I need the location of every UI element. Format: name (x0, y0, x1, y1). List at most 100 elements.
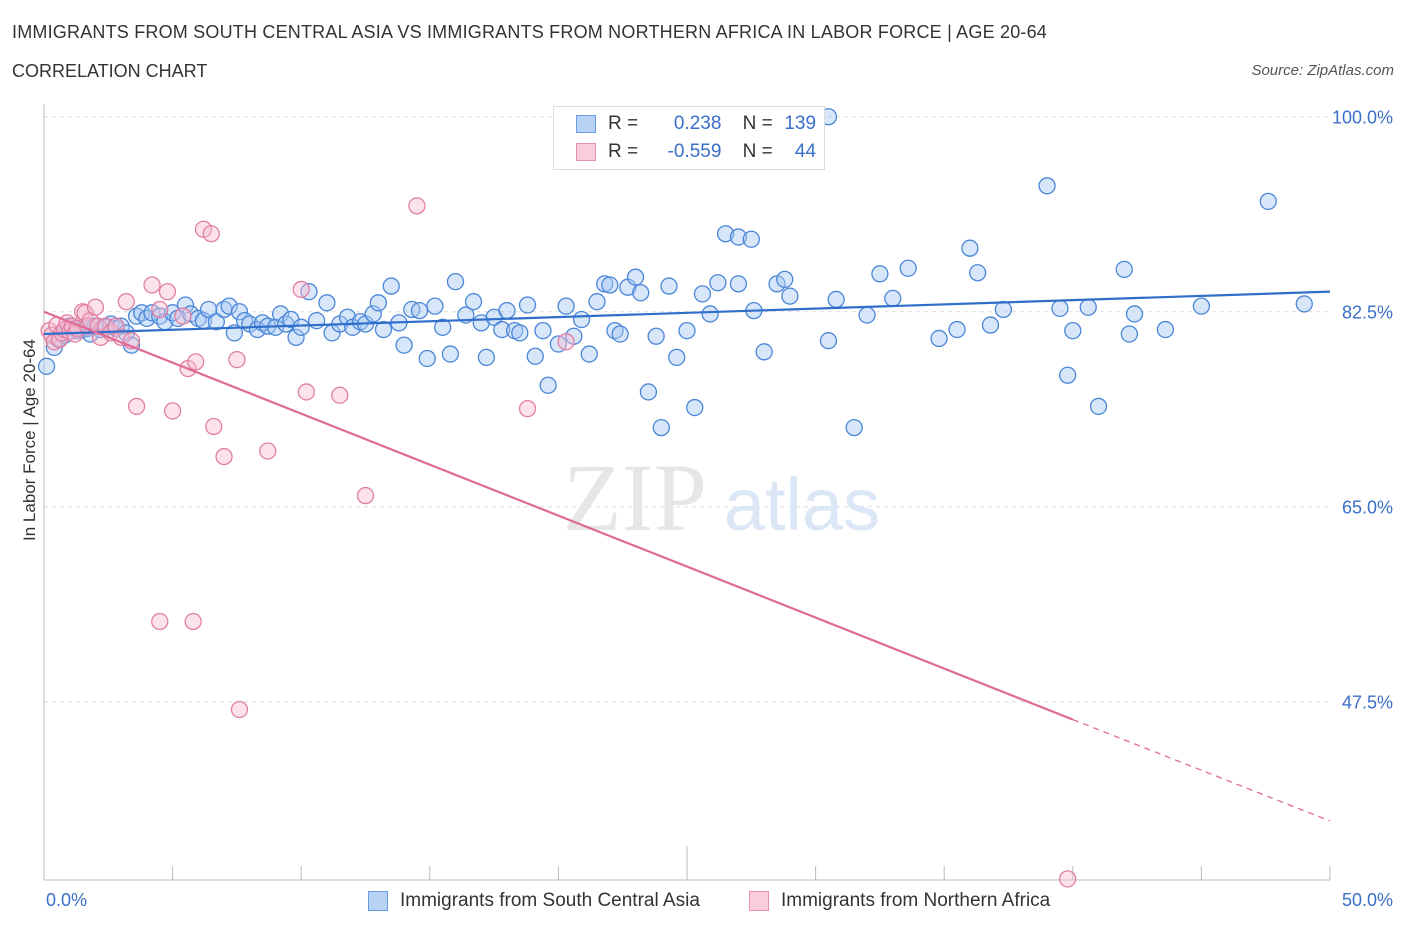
trend-line-northern-africa-extension (1072, 718, 1331, 822)
data-point-south-central-asia (994, 300, 1013, 319)
data-point-south-central-asia (709, 274, 727, 292)
data-point-south-central-asia (338, 308, 357, 326)
data-point-south-central-asia (1115, 260, 1133, 279)
legend-r-label: R = (608, 113, 639, 134)
data-point-south-central-asia (1089, 397, 1108, 416)
data-point-south-central-asia (526, 347, 544, 365)
data-point-south-central-asia (364, 305, 382, 323)
y-tick-label: 65.0% (1342, 498, 1393, 518)
data-point-south-central-asia (776, 270, 794, 289)
data-point-south-central-asia (382, 277, 400, 295)
legend-n-value: 44 (794, 141, 817, 162)
data-point-northern-africa (158, 283, 177, 301)
data-point-south-central-asia (668, 348, 686, 367)
legend-n-value: 139 (784, 113, 817, 134)
legend-label: Immigrants from South Central Asia (400, 890, 700, 911)
data-point-south-central-asia (1064, 322, 1082, 340)
data-point-south-central-asia (858, 306, 876, 324)
legend-swatch-pink (576, 142, 596, 161)
data-point-northern-africa (151, 612, 169, 631)
data-point-south-central-asia (601, 276, 619, 294)
data-point-south-central-asia (176, 296, 195, 314)
chart-subtitle: CORRELATION CHART (12, 61, 208, 81)
data-point-south-central-asia (1295, 295, 1313, 313)
data-point-south-central-asia (701, 305, 719, 323)
x-tick-label-max: 50.0% (1341, 890, 1393, 910)
y-tick-label: 47.5% (1342, 693, 1393, 713)
legend-n-label: N = (742, 113, 773, 134)
y-tick-label: 100.0% (1332, 108, 1393, 128)
data-point-northern-africa (127, 397, 146, 416)
data-point-northern-africa (356, 486, 375, 505)
data-point-northern-africa (228, 350, 246, 369)
chart-source: Source: ZipAtlas.com (1251, 62, 1394, 79)
data-point-south-central-asia (660, 277, 678, 295)
data-point-south-central-asia (755, 343, 773, 361)
legend-row-northern-africa: R = -0.559 N = 44 (576, 140, 816, 164)
data-point-northern-africa (557, 333, 575, 351)
data-point-northern-africa (184, 612, 202, 631)
data-point-northern-africa (230, 700, 249, 719)
data-point-south-central-asia (678, 322, 696, 340)
y-tick-label: 82.5% (1342, 303, 1393, 323)
data-point-south-central-asia (1259, 192, 1277, 211)
trend-line-northern-africa (43, 310, 1074, 721)
data-point-south-central-asia (1051, 299, 1069, 318)
data-point-south-central-asia (318, 294, 336, 312)
data-point-south-central-asia (884, 289, 902, 307)
data-point-south-central-asia (1125, 305, 1144, 323)
data-point-south-central-asia (426, 297, 444, 315)
data-point-south-central-asia (1059, 366, 1077, 384)
data-point-south-central-asia (639, 383, 658, 401)
legend-swatch-pink (749, 890, 769, 911)
data-point-south-central-asia (441, 345, 460, 363)
data-point-northern-africa (408, 197, 426, 215)
data-point-northern-africa (174, 307, 192, 325)
watermark-zip: ZIP (563, 444, 707, 551)
data-point-south-central-asia (511, 324, 529, 342)
data-point-south-central-asia (37, 357, 56, 375)
data-point-south-central-asia (220, 297, 238, 315)
legend-r-value: -0.559 (667, 141, 722, 162)
data-point-south-central-asia (693, 285, 712, 303)
data-point-south-central-asia (1079, 298, 1097, 316)
data-point-south-central-asia (981, 316, 1000, 334)
data-point-south-central-asia (418, 349, 436, 368)
data-point-south-central-asia (518, 296, 537, 314)
data-point-south-central-asia (827, 290, 845, 309)
legend-item-south-central-asia: Immigrants from South Central Asia (368, 888, 700, 914)
legend-r-value: 0.238 (673, 113, 722, 134)
data-point-south-central-asia (716, 225, 735, 243)
data-point-south-central-asia (1120, 325, 1139, 343)
data-point-south-central-asia (968, 264, 987, 282)
data-point-south-central-asia (434, 318, 452, 336)
data-point-northern-africa (259, 442, 277, 460)
data-point-south-central-asia (230, 303, 249, 321)
data-point-northern-africa (518, 400, 537, 418)
legend-label: Immigrants from Northern Africa (781, 890, 1051, 911)
y-axis-label-container: In Labor Force | Age 20-64 (18, 260, 42, 620)
data-point-south-central-asia (819, 332, 838, 350)
data-point-south-central-asia (395, 336, 413, 354)
data-point-south-central-asia (374, 320, 393, 339)
data-point-south-central-asia (446, 272, 465, 291)
correlation-legend: R = 0.238 N = 139 R = -0.559 N = 44 (553, 106, 825, 170)
data-point-northern-africa (1059, 870, 1077, 888)
data-point-south-central-asia (632, 284, 650, 302)
data-point-south-central-asia (948, 320, 966, 339)
data-point-south-central-asia (464, 293, 483, 311)
data-point-south-central-asia (686, 398, 704, 417)
data-point-south-central-asia (871, 265, 889, 283)
data-point-northern-africa (205, 417, 223, 436)
trend-lines (43, 290, 1331, 822)
data-point-northern-africa (331, 386, 349, 404)
data-point-south-central-asia (271, 305, 290, 323)
data-point-northern-africa (215, 447, 233, 466)
legend-n-label: N = (742, 141, 773, 162)
data-point-south-central-asia (572, 310, 591, 329)
data-point-south-central-asia (899, 259, 917, 277)
trend-line-south-central-asia (43, 290, 1331, 336)
axes (43, 104, 1331, 881)
data-point-northern-africa (143, 276, 161, 294)
data-point-northern-africa (187, 353, 205, 371)
